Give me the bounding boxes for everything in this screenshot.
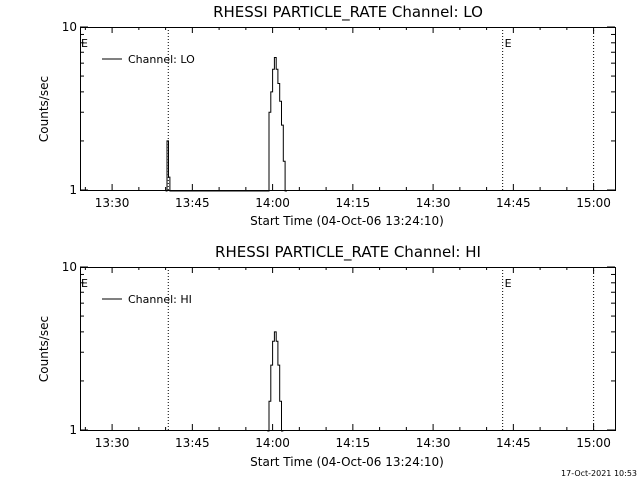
x-axis: 13:30 13:45 14:00 14:15 14:30 14:45 15:00 xyxy=(84,267,611,450)
edge-marker: E xyxy=(81,277,88,290)
y-axis: 1 10 xyxy=(62,20,615,197)
y-tick-label: 1 xyxy=(69,183,77,197)
x-axis: 13:30 13:45 14:00 14:15 14:30 14:45 15:00 xyxy=(84,27,611,210)
x-tick-label: 15:00 xyxy=(576,196,611,210)
edge-marker: E xyxy=(81,37,88,50)
event-lines: E xyxy=(167,27,595,190)
x-tick-label: 15:00 xyxy=(576,436,611,450)
series-line xyxy=(267,331,284,432)
series-layer xyxy=(267,331,284,432)
chart-panel-lo: RHESSI PARTICLE_RATE Channel: LO 13:30 13… xyxy=(37,3,616,228)
plot-frame xyxy=(80,267,616,431)
x-tick-label: 14:15 xyxy=(336,196,371,210)
x-tick-label: 14:30 xyxy=(416,436,451,450)
series-layer xyxy=(165,57,287,192)
x-tick-label: 14:45 xyxy=(496,196,531,210)
x-axis-label: Start Time (04-Oct-06 13:24:10) xyxy=(250,455,444,469)
y-axis: 1 10 xyxy=(62,260,615,437)
y-tick-label: 1 xyxy=(69,423,77,437)
plot-frame xyxy=(80,27,616,191)
chart-title: RHESSI PARTICLE_RATE Channel: LO xyxy=(213,3,483,22)
legend-label: Channel: LO xyxy=(128,53,195,66)
series-line xyxy=(165,57,287,192)
x-tick-label: 14:30 xyxy=(416,196,451,210)
x-tick-label: 14:45 xyxy=(496,436,531,450)
x-tick-label: 14:00 xyxy=(255,436,290,450)
y-axis-label: Counts/sec xyxy=(37,316,51,382)
timestamp: 17-Oct-2021 10:53 xyxy=(561,469,637,478)
x-tick-label: 14:00 xyxy=(255,196,290,210)
x-tick-label: 13:45 xyxy=(175,436,210,450)
y-axis-label: Counts/sec xyxy=(37,76,51,142)
x-tick-label: 13:45 xyxy=(175,196,210,210)
x-tick-label: 13:30 xyxy=(95,436,130,450)
x-axis-label: Start Time (04-Oct-06 13:24:10) xyxy=(250,214,444,228)
y-tick-label: 10 xyxy=(62,20,77,34)
event-line-label: E xyxy=(505,277,512,290)
x-tick-label: 13:30 xyxy=(95,196,130,210)
event-lines: E xyxy=(167,267,595,430)
chart-panel-hi: RHESSI PARTICLE_RATE Channel: HI 13:30 13… xyxy=(37,243,616,469)
x-tick-label: 14:15 xyxy=(336,436,371,450)
event-line-label: E xyxy=(505,37,512,50)
chart-title: RHESSI PARTICLE_RATE Channel: HI xyxy=(215,243,481,262)
legend-label: Channel: HI xyxy=(128,293,192,306)
y-tick-label: 10 xyxy=(62,260,77,274)
